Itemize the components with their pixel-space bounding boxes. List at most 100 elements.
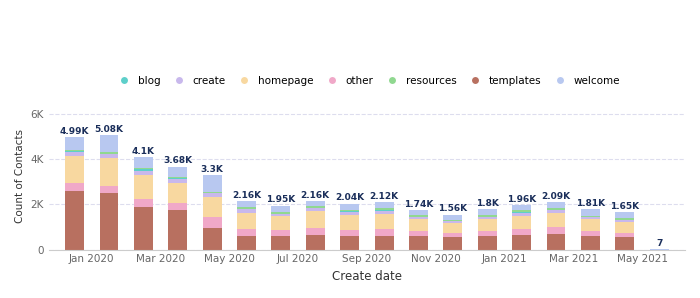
Bar: [65, 191, 84, 250]
Bar: [478, 209, 497, 215]
Text: 1.81K: 1.81K: [576, 198, 605, 208]
Bar: [581, 237, 600, 250]
Bar: [512, 235, 531, 250]
Bar: [581, 217, 600, 219]
Bar: [134, 169, 153, 171]
Bar: [237, 201, 256, 207]
Bar: [443, 233, 462, 238]
Bar: [203, 175, 222, 192]
Bar: [512, 210, 531, 212]
Bar: [99, 152, 118, 154]
Bar: [478, 217, 497, 219]
Bar: [615, 220, 634, 222]
Text: 3.68K: 3.68K: [163, 156, 193, 165]
Bar: [615, 218, 634, 220]
Bar: [374, 211, 393, 214]
Bar: [443, 224, 462, 233]
Bar: [340, 204, 359, 210]
Text: 2.09K: 2.09K: [542, 192, 570, 201]
Bar: [340, 215, 359, 230]
Text: 1.8K: 1.8K: [476, 199, 498, 208]
Text: 4.1K: 4.1K: [132, 147, 155, 156]
Text: 2.16K: 2.16K: [232, 191, 261, 200]
Bar: [203, 193, 222, 197]
Bar: [237, 212, 256, 229]
Bar: [99, 187, 118, 193]
Bar: [168, 177, 187, 178]
Bar: [478, 219, 497, 231]
Bar: [409, 217, 428, 219]
Bar: [99, 193, 118, 250]
Bar: [374, 214, 393, 229]
Text: 1.96K: 1.96K: [507, 195, 536, 204]
Text: 1.65K: 1.65K: [610, 202, 639, 211]
Bar: [581, 216, 600, 217]
Bar: [581, 231, 600, 237]
Bar: [374, 236, 393, 250]
Bar: [272, 216, 290, 230]
Bar: [134, 168, 153, 169]
Bar: [203, 192, 222, 193]
Text: 5.08K: 5.08K: [94, 125, 123, 134]
Bar: [443, 220, 462, 221]
Bar: [547, 227, 566, 234]
Bar: [203, 228, 222, 250]
Bar: [272, 206, 290, 212]
Bar: [374, 208, 393, 210]
Text: 2.12K: 2.12K: [370, 192, 399, 201]
Bar: [409, 210, 428, 215]
Bar: [134, 157, 153, 168]
Bar: [547, 213, 566, 227]
X-axis label: Create date: Create date: [332, 270, 402, 283]
Bar: [512, 205, 531, 210]
Bar: [168, 210, 187, 250]
Bar: [65, 150, 84, 151]
Y-axis label: Count of Contacts: Count of Contacts: [15, 129, 25, 223]
Bar: [581, 209, 600, 216]
Bar: [237, 229, 256, 236]
Bar: [478, 231, 497, 237]
Bar: [615, 233, 634, 238]
Bar: [306, 208, 325, 212]
Bar: [374, 202, 393, 208]
Text: 1.95K: 1.95K: [266, 195, 295, 204]
Bar: [237, 209, 256, 212]
Bar: [478, 237, 497, 250]
Bar: [99, 135, 118, 152]
Bar: [547, 210, 566, 213]
Bar: [99, 158, 118, 187]
Text: 2.04K: 2.04K: [335, 193, 364, 202]
Bar: [99, 154, 118, 158]
Bar: [134, 199, 153, 207]
Bar: [512, 229, 531, 235]
Bar: [306, 212, 325, 228]
Bar: [168, 184, 187, 203]
Bar: [134, 171, 153, 175]
Bar: [272, 214, 290, 216]
Bar: [306, 228, 325, 235]
Bar: [306, 235, 325, 250]
Bar: [409, 219, 428, 231]
Bar: [272, 212, 290, 214]
Bar: [168, 203, 187, 210]
Legend: blog, create, homepage, other, resources, templates, welcome: blog, create, homepage, other, resources…: [109, 72, 624, 90]
Bar: [340, 230, 359, 237]
Bar: [340, 210, 359, 212]
Text: 2.16K: 2.16K: [301, 191, 330, 200]
Bar: [168, 178, 187, 179]
Bar: [203, 217, 222, 228]
Text: 4.99K: 4.99K: [60, 127, 90, 136]
Bar: [581, 219, 600, 231]
Bar: [443, 238, 462, 250]
Bar: [168, 167, 187, 177]
Bar: [134, 207, 153, 250]
Bar: [65, 137, 84, 150]
Bar: [237, 236, 256, 250]
Bar: [134, 175, 153, 199]
Bar: [547, 234, 566, 250]
Bar: [512, 212, 531, 216]
Bar: [65, 152, 84, 156]
Bar: [306, 206, 325, 208]
Bar: [409, 215, 428, 217]
Bar: [203, 197, 222, 217]
